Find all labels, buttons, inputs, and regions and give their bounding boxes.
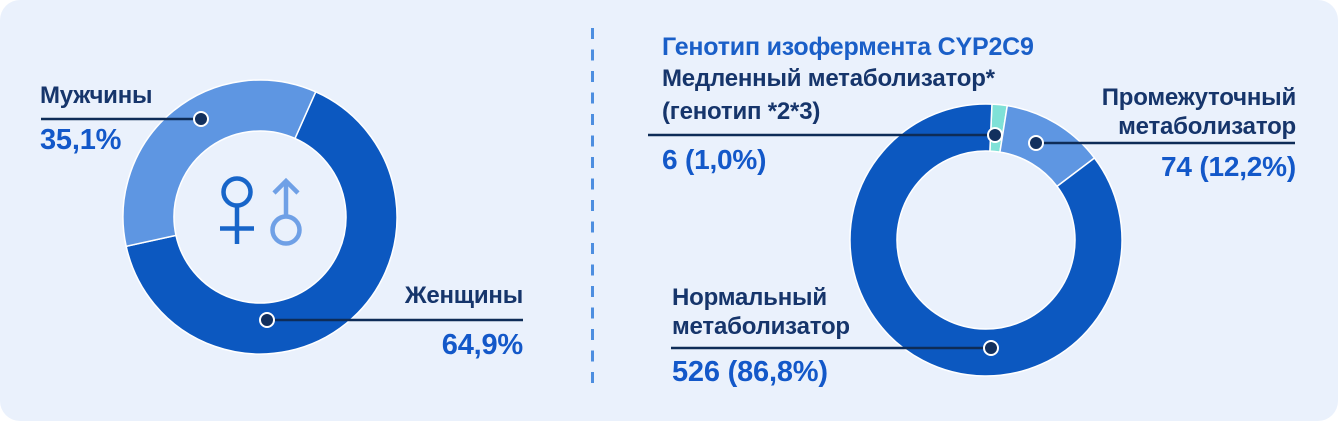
left-male-value: 35,1% — [40, 124, 122, 156]
slow-metabolizer-value: 6 (1,0%) — [662, 144, 767, 175]
slow-metabolizer-label-line2: (генотип *2*3) — [662, 98, 821, 125]
intermediate-metabolizer-label-line1: Промежуточный — [1101, 84, 1296, 111]
intermediate-metabolizer-label-line2: метаболизатор — [1118, 113, 1296, 140]
right-chart-title: Генотип изофермента CYP2C9 — [662, 33, 1034, 61]
normal-metabolizer-value: 526 (86,8%) — [672, 356, 828, 388]
normal-metabolizer-label-line1: Нормальный — [672, 284, 827, 311]
slow-metabolizer-label-line1: Медленный метаболизатор* — [662, 65, 995, 92]
left-female-value: 64,9% — [441, 329, 523, 361]
intermediate-metabolizer-value: 74 (12,2%) — [1161, 151, 1296, 182]
left-male-label: Мужчины — [40, 82, 153, 109]
normal-metabolizer-label-line2: метаболизатор — [672, 313, 850, 340]
left-female-label: Женщины — [404, 282, 523, 309]
